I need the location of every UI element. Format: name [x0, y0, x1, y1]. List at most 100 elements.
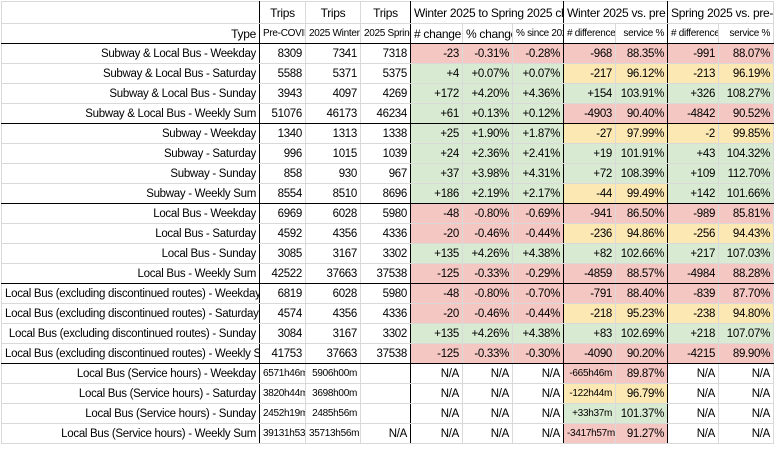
data-cell: 88.28%: [718, 263, 774, 284]
header-group-cell: [1, 1, 260, 24]
data-cell: 4269: [360, 83, 411, 104]
data-cell: -665h46m: [563, 363, 617, 384]
data-cell: -0.80%: [462, 203, 513, 224]
data-cell: N/A: [667, 403, 720, 424]
data-cell: 46234: [360, 103, 411, 124]
data-cell: 101.37%: [615, 403, 669, 424]
data-cell: 1015: [305, 143, 361, 164]
data-cell: +43: [667, 143, 720, 164]
data-cell: N/A: [410, 423, 463, 444]
data-cell: N/A: [667, 363, 720, 384]
data-cell: 6969: [259, 203, 306, 224]
data-cell: -791: [563, 283, 617, 304]
data-cell: 35713h56m: [305, 423, 361, 444]
data-cell: 2452h19m: [259, 403, 306, 424]
data-cell: 39131h53m: [259, 423, 306, 444]
data-cell: N/A: [462, 403, 513, 424]
data-cell: -991: [667, 43, 720, 64]
data-cell: 3302: [360, 323, 411, 344]
data-cell: 37663: [305, 343, 361, 364]
data-cell: -0.33%: [462, 263, 513, 284]
row-label: Local Bus (Service hours) - Saturday: [1, 383, 260, 404]
data-cell: -4215: [667, 343, 720, 364]
header-cell: # difference: [667, 23, 720, 44]
data-cell: -4842: [667, 103, 720, 124]
data-cell: +2.41%: [511, 143, 565, 164]
data-row: Subway - Weekday 1340 1313 1338 +25 +1.90% +1.…: [1, 123, 774, 144]
data-cell: N/A: [410, 363, 463, 384]
data-cell: +33h37m: [563, 403, 617, 424]
row-label: Subway & Local Bus - Saturday: [1, 63, 260, 84]
data-cell: 4356: [305, 223, 361, 244]
data-row: Subway & Local Bus - Saturday 5588 5371 537…: [1, 63, 774, 84]
data-cell: 1340: [259, 123, 306, 144]
data-cell: -0.44%: [511, 303, 565, 324]
data-cell: -4859: [563, 263, 617, 284]
data-cell: -217: [563, 63, 617, 84]
data-cell: 96.12%: [615, 63, 669, 84]
data-cell: 88.07%: [718, 43, 774, 64]
data-cell: +218: [667, 323, 720, 344]
data-cell: 108.27%: [718, 83, 774, 104]
data-cell: 3820h44m: [259, 383, 306, 404]
row-label: Subway - Weekly Sum: [1, 183, 260, 204]
data-cell: -0.69%: [511, 203, 565, 224]
data-cell: +2.36%: [462, 143, 513, 164]
data-cell: 88.35%: [615, 43, 669, 64]
data-cell: -27: [563, 123, 617, 144]
data-cell: 37538: [360, 343, 411, 364]
data-row: Local Bus (Service hours) - Weekly Sum 39…: [1, 423, 774, 444]
data-cell: -236: [563, 223, 617, 244]
row-label: Local Bus (Service hours) - Weekly Sum: [1, 423, 260, 444]
data-cell: +135: [410, 243, 463, 264]
data-cell: 858: [259, 163, 306, 184]
data-cell: -122h44m: [563, 383, 617, 404]
data-cell: -839: [667, 283, 720, 304]
data-cell: 5371: [305, 63, 361, 84]
data-cell: 94.86%: [615, 223, 669, 244]
data-cell: -44: [563, 183, 617, 204]
data-cell: 90.20%: [615, 343, 669, 364]
row-label: Subway - Saturday: [1, 143, 260, 164]
data-cell: +2.17%: [511, 183, 565, 204]
header-group-cell: Trips: [305, 1, 361, 24]
data-cell: -0.33%: [462, 343, 513, 364]
data-cell: 88.40%: [615, 283, 669, 304]
data-row: Subway & Local Bus - Weekly Sum 51076 4617…: [1, 103, 774, 124]
data-cell: +37: [410, 163, 463, 184]
data-cell: -4090: [563, 343, 617, 364]
data-cell: -0.46%: [462, 303, 513, 324]
row-label: Local Bus (excluding discontinued routes…: [1, 323, 260, 344]
data-cell: +4.26%: [462, 323, 513, 344]
row-label: Subway - Sunday: [1, 163, 260, 184]
data-cell: +4: [410, 63, 463, 84]
data-cell: 96.79%: [615, 383, 669, 404]
data-cell: +326: [667, 83, 720, 104]
data-row: Local Bus - Weekday 6969 6028 5980 -48 -0.80%…: [1, 203, 774, 224]
data-cell: 6571h46m: [259, 363, 306, 384]
data-cell: +217: [667, 243, 720, 264]
data-cell: 89.90%: [718, 343, 774, 364]
data-cell: 107.03%: [718, 243, 774, 264]
data-row: Local Bus - Saturday 4592 4356 4336 -20 -0.46…: [1, 223, 774, 244]
data-cell: 6028: [305, 283, 361, 304]
data-cell: 103.91%: [615, 83, 669, 104]
data-cell: 94.80%: [718, 303, 774, 324]
data-cell: N/A: [511, 423, 565, 444]
data-cell: 90.52%: [718, 103, 774, 124]
header-group-cell: Trips: [259, 1, 306, 24]
data-cell: [360, 403, 411, 424]
data-cell: -4903: [563, 103, 617, 124]
row-label: Local Bus - Sunday: [1, 243, 260, 264]
data-cell: 102.69%: [615, 323, 669, 344]
data-cell: +0.12%: [511, 103, 565, 124]
data-cell: -20: [410, 223, 463, 244]
data-cell: 99.85%: [718, 123, 774, 144]
trips-table: Trips Trips Trips Winter 2025 to Spring 202…: [1, 1, 774, 444]
row-label: Local Bus - Saturday: [1, 223, 260, 244]
data-cell: -20: [410, 303, 463, 324]
data-cell: -989: [667, 203, 720, 224]
row-label: Local Bus - Weekday: [1, 203, 260, 224]
